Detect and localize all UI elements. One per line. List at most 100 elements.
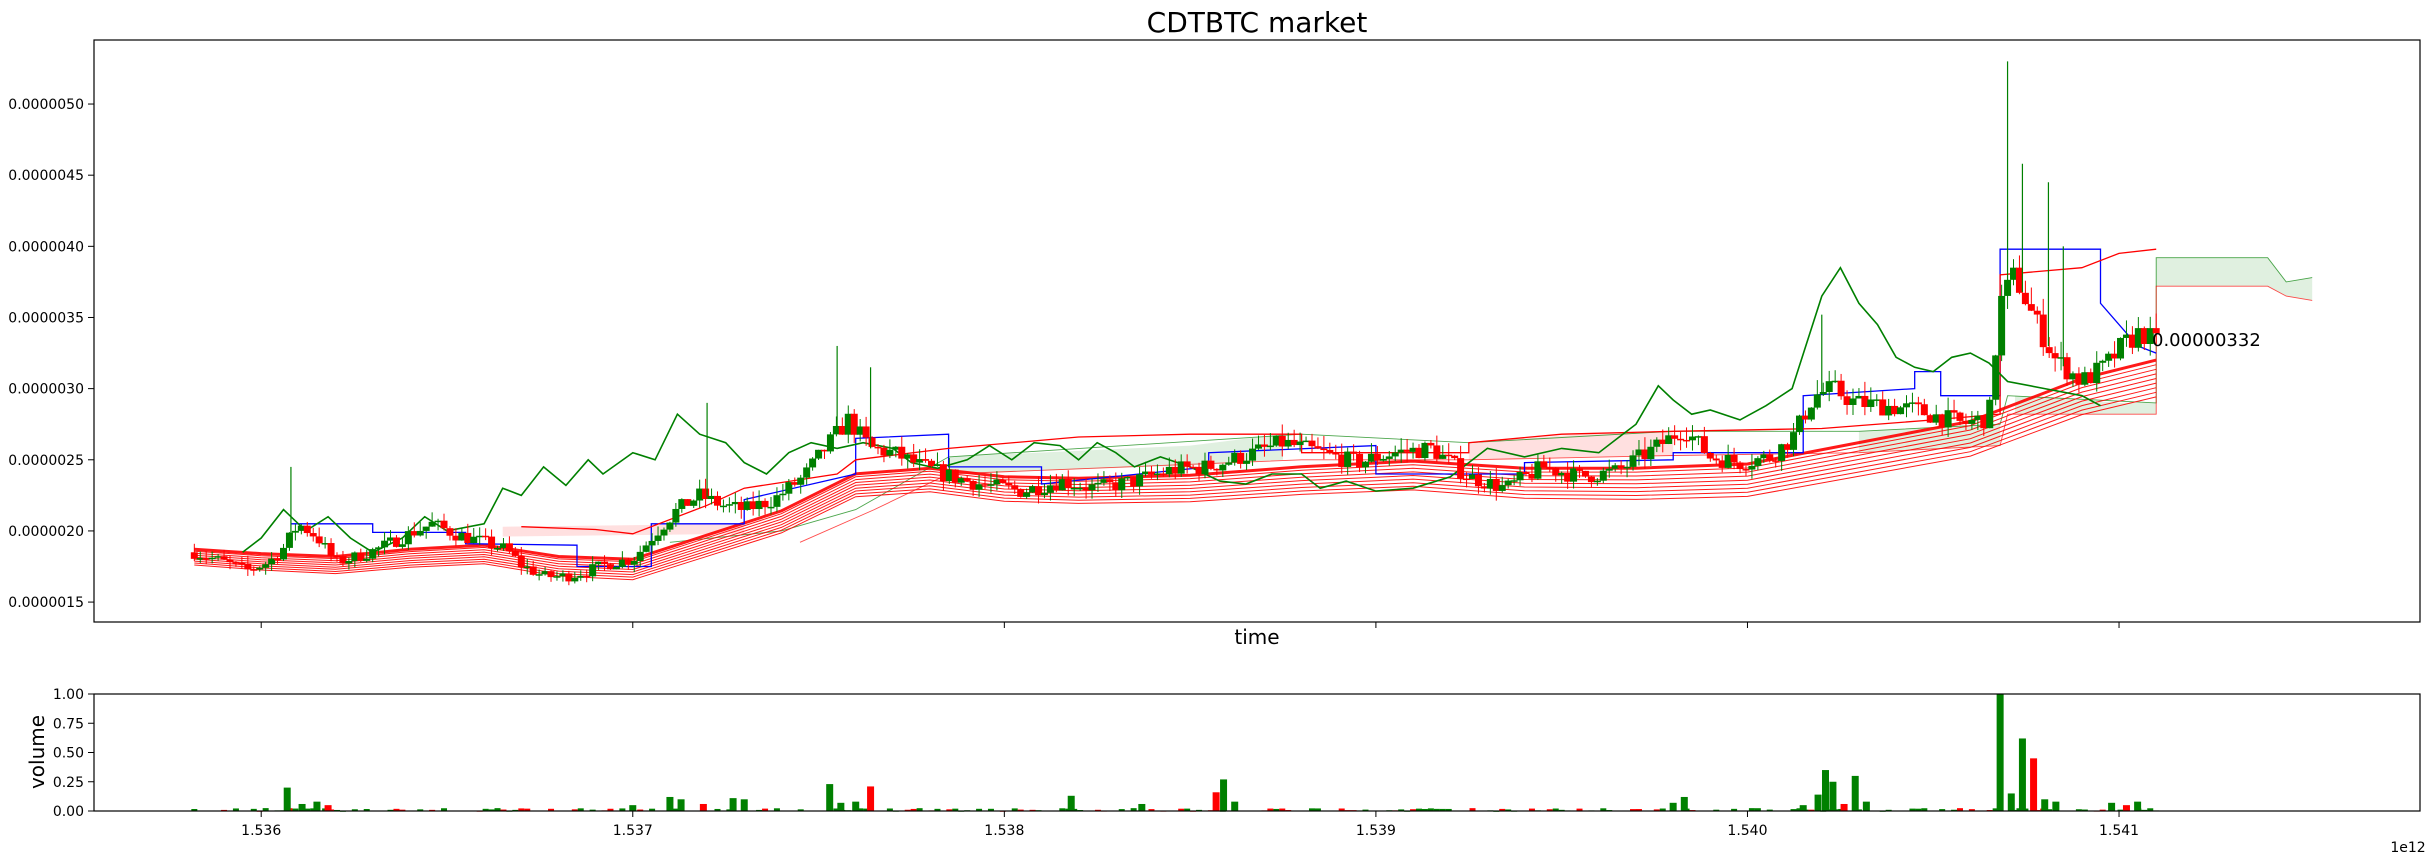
candle-up	[1284, 439, 1292, 447]
candle-down	[684, 499, 692, 506]
candle-down	[838, 425, 846, 435]
candle-up	[1040, 492, 1048, 496]
candle-up	[297, 525, 305, 531]
candle-down	[232, 562, 240, 564]
candle-up	[1142, 471, 1150, 475]
volume-bar	[1799, 805, 1807, 811]
volume-bar	[298, 803, 306, 811]
candle-up	[1932, 414, 1940, 423]
candle-down	[446, 528, 454, 536]
volume-bar-minor	[726, 809, 733, 811]
volume-bar-minor	[607, 808, 614, 811]
candle-down	[2111, 353, 2119, 359]
volume-bar-minor	[1826, 809, 1833, 811]
candle-up	[1254, 444, 1262, 449]
volume-bar-minor	[417, 809, 424, 811]
candle-up	[577, 575, 585, 578]
volume-bar-minor	[500, 809, 507, 811]
volume-bar-minor	[1796, 808, 1803, 811]
volume-bar-minor	[952, 808, 959, 811]
candle-up	[541, 571, 549, 575]
candle-down	[1433, 445, 1441, 459]
volume-bar	[2134, 801, 2142, 811]
candle-up	[1849, 398, 1857, 405]
candle-up	[1165, 466, 1173, 475]
volume-bar-minor	[1017, 809, 1024, 811]
candle-up	[1272, 435, 1280, 446]
candle-up	[1908, 402, 1916, 404]
volume-bar-minor	[762, 808, 769, 811]
candle-up	[832, 425, 840, 435]
candle-up	[612, 566, 620, 570]
price-y-tick-label: 0.0000050	[8, 97, 84, 113]
candle-up	[458, 532, 466, 541]
volume-bar-minor	[1178, 808, 1185, 811]
candle-up	[523, 566, 531, 568]
price-y-tick-label: 0.0000015	[8, 595, 84, 611]
volume-y-tick-label: 0.75	[53, 716, 84, 732]
candle-down	[1106, 479, 1114, 483]
candle-up	[268, 558, 276, 565]
volume-bar	[2122, 805, 2130, 811]
volume-bar	[837, 802, 845, 811]
candle-up	[1790, 432, 1798, 450]
candle-down	[1260, 444, 1268, 447]
volume-x-tick-label: 1.536	[241, 823, 281, 839]
volume-bar-minor	[1314, 808, 1321, 811]
candle-down	[2063, 357, 2071, 380]
candle-up	[725, 504, 733, 506]
volume-bar-minor	[262, 808, 269, 811]
candle-up	[1902, 403, 1910, 408]
candle-down	[1528, 473, 1536, 479]
ema-line	[194, 387, 2157, 576]
chart-title: CDTBTC market	[1147, 6, 1368, 39]
volume-bar	[2018, 738, 2026, 811]
candle-down	[1950, 410, 1958, 413]
volume-x-ticks: 1.536 1.537 1.538 1.539 1.540 1.541	[241, 811, 2139, 839]
volume-bar-minor	[1968, 809, 1975, 811]
candle-up	[196, 558, 204, 560]
ichimoku-lines	[242, 248, 2157, 568]
candle-up	[2122, 334, 2130, 338]
candle-up	[1688, 436, 1696, 441]
candle-up	[916, 459, 924, 463]
candle-up	[1153, 473, 1161, 475]
candle-up	[1867, 399, 1875, 408]
volume-bar-minor	[1766, 809, 1773, 811]
volume-bar	[1680, 796, 1688, 811]
volume-bar	[1829, 781, 1837, 811]
candle-up	[993, 479, 1001, 485]
volume-bar-minor	[393, 808, 400, 811]
volume-y-tick-label: 0.25	[53, 775, 84, 791]
candle-down	[850, 413, 858, 435]
candle-up	[1118, 478, 1126, 491]
candle-up	[2081, 372, 2089, 385]
candle-up	[1748, 465, 1756, 470]
price-y-ticks: 0.0000015 0.0000020 0.0000025 0.0000030 0.00…	[8, 97, 94, 611]
candle-down	[1183, 461, 1191, 467]
volume-bar-minor	[1338, 808, 1345, 811]
candle-down	[2021, 292, 2029, 305]
candle-up	[1665, 435, 1673, 445]
volume-x-tick-label: 1.537	[613, 823, 653, 839]
volume-bar-minor	[1445, 808, 1452, 811]
volume-bar-minor	[2046, 809, 2053, 811]
candlesticks	[190, 61, 2160, 586]
candle-up	[690, 500, 698, 506]
candle-down	[922, 459, 930, 461]
candle-down	[1712, 458, 1720, 461]
candle-down	[583, 575, 591, 578]
volume-bar-minor	[1713, 809, 1720, 811]
candle-up	[279, 547, 287, 560]
candle-up	[975, 484, 983, 490]
candle-down	[1052, 485, 1060, 491]
candle-up	[1974, 415, 1982, 420]
volume-bar-minor	[304, 808, 311, 811]
candle-down	[482, 535, 490, 538]
candle-up	[1486, 478, 1494, 489]
candle-down	[1213, 468, 1221, 471]
candle-up	[1100, 479, 1108, 483]
candle-up	[773, 495, 781, 507]
candle-down	[1278, 435, 1286, 447]
